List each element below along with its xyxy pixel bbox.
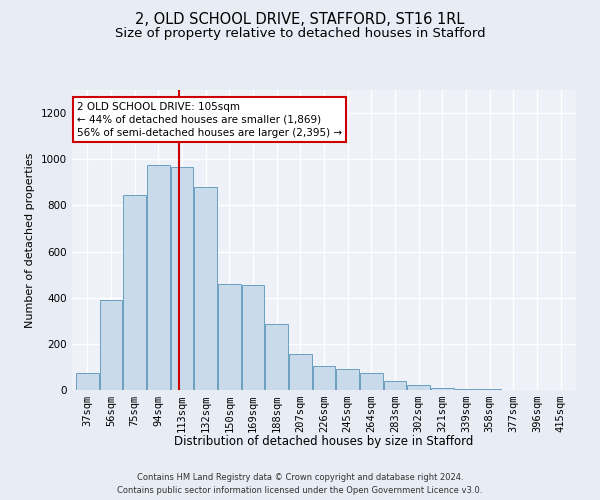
Bar [360,372,383,390]
Bar [76,372,98,390]
Bar [313,366,335,390]
Bar [242,285,264,390]
Bar [289,354,311,390]
Bar [147,165,170,390]
Text: 2, OLD SCHOOL DRIVE, STAFFORD, ST16 1RL: 2, OLD SCHOOL DRIVE, STAFFORD, ST16 1RL [136,12,464,28]
Bar [171,168,193,390]
Bar [194,187,217,390]
Text: Contains HM Land Registry data © Crown copyright and database right 2024.
Contai: Contains HM Land Registry data © Crown c… [118,474,482,495]
Text: Size of property relative to detached houses in Stafford: Size of property relative to detached ho… [115,28,485,40]
Bar [124,195,146,390]
Bar [218,284,241,390]
Bar [265,324,288,390]
Bar [100,300,122,390]
Bar [337,369,359,390]
Bar [431,388,454,390]
Y-axis label: Number of detached properties: Number of detached properties [25,152,35,328]
Bar [384,381,406,390]
Bar [407,386,430,390]
Text: Distribution of detached houses by size in Stafford: Distribution of detached houses by size … [175,435,473,448]
Bar [455,389,477,390]
Text: 2 OLD SCHOOL DRIVE: 105sqm
← 44% of detached houses are smaller (1,869)
56% of s: 2 OLD SCHOOL DRIVE: 105sqm ← 44% of deta… [77,102,342,138]
